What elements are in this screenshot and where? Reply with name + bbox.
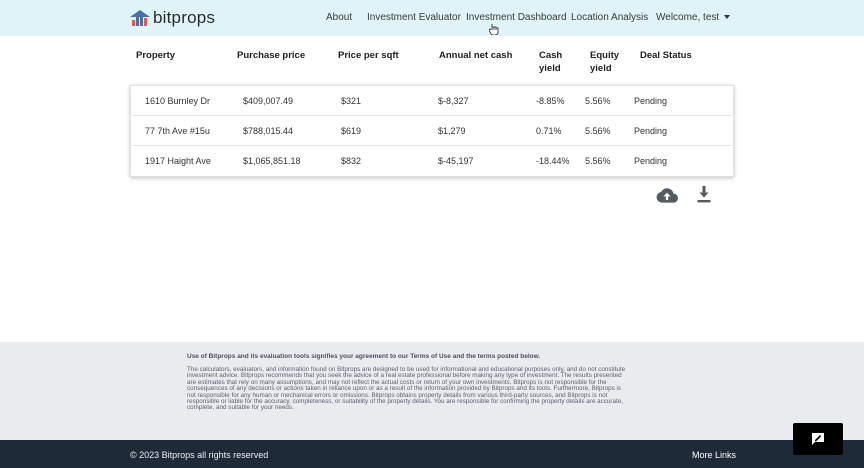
header-purchase-price: Purchase price xyxy=(237,50,306,61)
top-navbar: bitprops About Investment Evaluator Inve… xyxy=(0,0,864,36)
disclaimer-section: Use of Bitprops and its evaluation tools… xyxy=(0,342,864,440)
header-price-per-sqft: Price per sqft xyxy=(338,50,399,61)
page-footer: © 2023 Bitprops all rights reserved More… xyxy=(0,440,864,468)
nav-about[interactable]: About xyxy=(326,12,353,23)
download-icon[interactable] xyxy=(696,186,712,204)
house-chart-icon xyxy=(130,10,150,26)
header-cash-yield: Cash yield xyxy=(539,50,563,74)
cell-cash-yield: -8.85% xyxy=(536,96,565,106)
cell-property: 77 7th Ave #15u xyxy=(145,126,210,136)
cell-purchase-price: $788,015.44 xyxy=(243,126,294,136)
cell-deal-status: Pending xyxy=(634,126,668,136)
cell-purchase-price: $1,065,851.18 xyxy=(243,156,301,166)
cell-deal-status: Pending xyxy=(634,156,668,166)
user-menu-dropdown[interactable]: Welcome, test xyxy=(656,12,731,23)
disclaimer-body: The calculators, evaluators, and informa… xyxy=(187,366,626,412)
nav-location-analysis[interactable]: Location Analysis xyxy=(571,12,649,23)
cloud-upload-icon[interactable] xyxy=(656,186,678,204)
table-row[interactable]: 1917 Haight Ave $1,065,851.18 $832 $-45,… xyxy=(131,146,733,176)
table-row[interactable]: 1610 Burnley Dr $409,007.49 $321 $-8,327… xyxy=(131,86,733,116)
hand-pointer-icon xyxy=(489,24,499,35)
cell-annual-net-cash: $-45,197 xyxy=(438,156,474,166)
caret-down-icon xyxy=(724,15,731,20)
cell-annual-net-cash: $1,279 xyxy=(438,126,466,136)
cell-price-per-sqft: $832 xyxy=(341,156,362,166)
header-equity-yield: Equity yield xyxy=(590,50,620,74)
cell-equity-yield: 5.56% xyxy=(585,126,611,136)
cell-equity-yield: 5.56% xyxy=(585,156,611,166)
cell-property: 1610 Burnley Dr xyxy=(145,96,211,106)
cell-deal-status: Pending xyxy=(634,96,668,106)
header-annual-net-cash: Annual net cash xyxy=(439,50,513,61)
copyright-text: © 2023 Bitprops all rights reserved xyxy=(130,450,269,460)
cell-cash-yield: -18.44% xyxy=(536,156,570,166)
feedback-chat-button[interactable] xyxy=(793,423,843,455)
table-row[interactable]: 77 7th Ave #15u $788,015.44 $619 $1,279 … xyxy=(131,116,733,146)
brand-name: bitprops xyxy=(153,8,216,27)
header-deal-status: Deal Status xyxy=(640,50,692,61)
cell-equity-yield: 5.56% xyxy=(585,96,611,106)
more-links-link[interactable]: More Links xyxy=(692,450,737,460)
user-menu-label: Welcome, test xyxy=(656,12,720,23)
properties-table: 1610 Burnley Dr $409,007.49 $321 $-8,327… xyxy=(130,85,734,177)
cell-price-per-sqft: $619 xyxy=(341,126,362,136)
cell-annual-net-cash: $-8,327 xyxy=(438,96,469,106)
nav-investment-evaluator[interactable]: Investment Evaluator xyxy=(367,12,461,23)
brand-logo[interactable]: bitprops xyxy=(130,8,215,28)
cell-cash-yield: 0.71% xyxy=(536,126,562,136)
cell-price-per-sqft: $321 xyxy=(341,96,362,106)
cell-property: 1917 Haight Ave xyxy=(145,156,211,166)
cell-purchase-price: $409,007.49 xyxy=(243,96,294,106)
disclaimer-title: Use of Bitprops and its evaluation tools… xyxy=(187,353,541,360)
nav-investment-dashboard[interactable]: Investment Dashboard xyxy=(466,12,567,23)
header-property: Property xyxy=(136,50,176,61)
feedback-icon xyxy=(812,433,824,445)
